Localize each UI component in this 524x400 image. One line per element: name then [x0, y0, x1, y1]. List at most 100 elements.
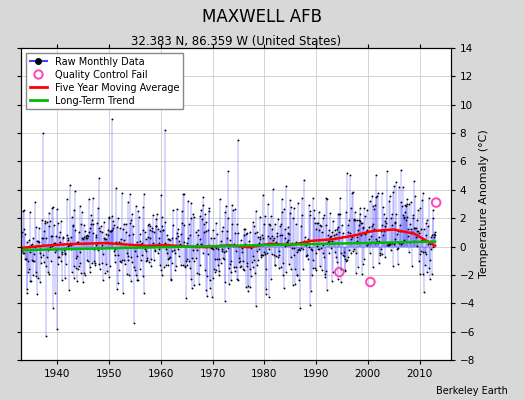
Point	[198, 242, 206, 249]
Point	[287, 266, 296, 272]
Point	[138, 252, 146, 258]
Point	[77, 270, 85, 277]
Point	[304, 236, 312, 242]
Point	[310, 207, 319, 213]
Point	[81, 272, 89, 279]
Point	[411, 225, 419, 231]
Point	[413, 228, 421, 234]
Point	[54, 220, 63, 226]
Point	[52, 247, 60, 253]
Point	[76, 260, 84, 266]
Point	[155, 245, 163, 252]
Point	[282, 238, 291, 245]
Point	[419, 190, 427, 197]
Point	[53, 261, 62, 268]
Point	[209, 275, 217, 281]
Point	[384, 240, 392, 246]
Point	[364, 240, 372, 246]
Point	[99, 260, 107, 267]
Point	[96, 228, 104, 235]
Point	[18, 229, 26, 236]
Point	[101, 270, 109, 276]
Point	[79, 234, 88, 241]
Point	[83, 235, 92, 241]
Point	[291, 281, 300, 287]
Point	[385, 242, 393, 248]
Point	[86, 224, 94, 231]
Point	[361, 213, 369, 220]
Point	[85, 229, 93, 235]
Point	[171, 250, 180, 256]
Point	[418, 197, 426, 204]
Point	[293, 272, 301, 278]
Point	[384, 240, 392, 246]
Point	[365, 236, 373, 243]
Point	[52, 233, 61, 240]
Point	[298, 195, 306, 201]
Point	[202, 286, 211, 293]
Point	[245, 243, 253, 249]
Point	[17, 233, 26, 239]
Point	[211, 245, 220, 251]
Point	[147, 224, 156, 231]
Point	[258, 252, 267, 258]
Point	[223, 234, 232, 241]
Text: MAXWELL AFB: MAXWELL AFB	[202, 8, 322, 26]
Point	[345, 247, 354, 254]
Point	[357, 232, 366, 239]
Point	[255, 240, 263, 247]
Point	[272, 230, 281, 236]
Point	[166, 237, 174, 243]
Point	[417, 226, 425, 232]
Point	[107, 116, 116, 122]
Point	[121, 244, 129, 250]
Point	[363, 242, 371, 248]
Point	[136, 238, 145, 244]
Point	[352, 270, 360, 276]
Point	[152, 223, 161, 229]
Point	[111, 246, 119, 253]
Point	[252, 208, 260, 214]
Point	[330, 240, 339, 247]
Point	[156, 228, 164, 234]
Point	[218, 248, 226, 254]
Point	[269, 236, 278, 243]
Point	[144, 222, 152, 228]
Point	[249, 252, 257, 259]
Point	[276, 223, 285, 229]
Point	[59, 234, 67, 240]
Point	[402, 203, 410, 210]
Point	[271, 221, 279, 227]
Point	[30, 199, 39, 205]
Point	[110, 222, 118, 229]
Point	[313, 246, 322, 253]
Point	[319, 250, 328, 256]
Point	[116, 224, 124, 231]
Point	[160, 242, 168, 249]
Point	[265, 294, 274, 300]
Point	[325, 237, 334, 244]
Point	[345, 230, 354, 237]
Point	[383, 168, 391, 174]
Point	[170, 267, 179, 273]
Point	[273, 233, 281, 239]
Point	[377, 228, 385, 234]
Point	[324, 239, 332, 245]
Point	[209, 246, 217, 252]
Point	[219, 255, 227, 262]
Point	[69, 263, 78, 269]
Point	[301, 234, 310, 240]
Point	[176, 242, 184, 249]
Point	[415, 230, 423, 236]
Point	[418, 249, 427, 255]
Point	[259, 192, 268, 198]
Point	[324, 250, 333, 256]
Point	[203, 293, 212, 300]
Point	[80, 270, 89, 277]
Point	[282, 269, 290, 275]
Point	[379, 203, 387, 210]
Point	[352, 249, 361, 256]
Point	[108, 213, 117, 220]
Point	[130, 243, 138, 250]
Point	[207, 234, 215, 241]
